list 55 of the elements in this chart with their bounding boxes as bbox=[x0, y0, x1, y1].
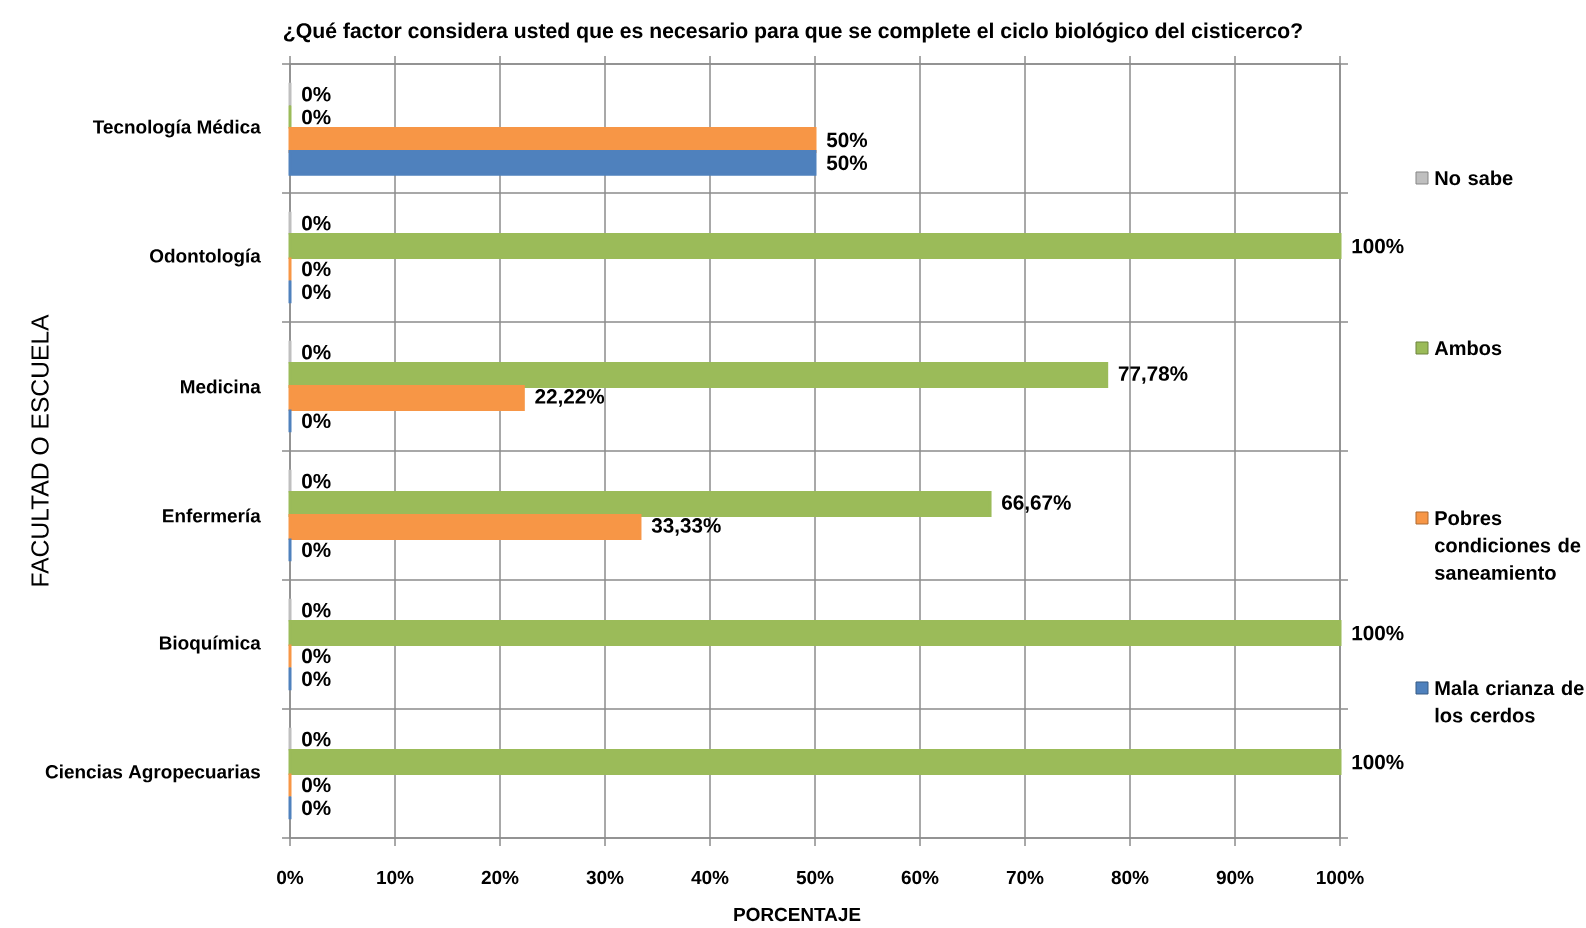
x-tick-label: 10% bbox=[377, 870, 414, 885]
data-label: 0% bbox=[302, 473, 331, 489]
data-label: 0% bbox=[302, 602, 331, 618]
data-label: 100% bbox=[1352, 625, 1404, 641]
y-axis-title: FACULTAD O ESCUELA bbox=[31, 314, 49, 586]
data-label: 0% bbox=[302, 261, 331, 277]
y-tick-label: Tecnología Médica bbox=[92, 119, 261, 138]
bar bbox=[288, 233, 1342, 259]
data-label: 0% bbox=[302, 215, 331, 231]
data-label: 100% bbox=[1352, 238, 1404, 254]
data-label: 22,22% bbox=[535, 389, 605, 407]
y-tick-label: Bioquímica bbox=[159, 635, 261, 654]
data-label: 0% bbox=[302, 109, 331, 125]
data-label: 0% bbox=[302, 344, 331, 360]
x-tick-label: 30% bbox=[586, 870, 624, 885]
data-label: 50% bbox=[826, 155, 868, 171]
chart-title: ¿Qué factor considera usted que es necesario para que se complete el ciclo biológico del cisticerco? bbox=[283, 22, 1302, 43]
x-axis-title: PORCENTAJE bbox=[734, 907, 861, 922]
data-label: 100% bbox=[1352, 754, 1404, 770]
x-tick-label: 70% bbox=[1006, 870, 1044, 885]
y-tick-label: Odontología bbox=[150, 248, 261, 267]
y-tick-label: Enfermería bbox=[163, 508, 261, 523]
data-label: 0% bbox=[302, 671, 331, 687]
data-label: 33,33% bbox=[651, 518, 721, 536]
data-label: 0% bbox=[302, 800, 331, 816]
legend-label: Mala crianza de los cerdos bbox=[1435, 680, 1584, 723]
bar bbox=[288, 749, 1342, 775]
bar bbox=[288, 513, 642, 540]
legend-label: Pobres condiciones de saneamiento bbox=[1434, 510, 1581, 580]
x-tick-label: 20% bbox=[481, 870, 519, 885]
data-label: 0% bbox=[302, 413, 331, 429]
data-label: 66,67% bbox=[1002, 495, 1071, 513]
x-tick-label: 40% bbox=[691, 870, 729, 885]
y-tick-label: Ciencias Agropecuarias bbox=[45, 764, 260, 783]
data-label: 0% bbox=[302, 542, 331, 558]
legend-label: Ambos bbox=[1434, 340, 1502, 356]
x-tick-label: 90% bbox=[1216, 870, 1254, 885]
data-label: 0% bbox=[302, 731, 331, 747]
bar bbox=[288, 384, 525, 411]
x-tick-label: 100% bbox=[1316, 870, 1364, 885]
data-label: 77,78% bbox=[1118, 366, 1188, 384]
bar bbox=[288, 491, 992, 517]
bar bbox=[288, 362, 1109, 388]
data-label: 0% bbox=[302, 648, 331, 664]
data-label: 0% bbox=[302, 284, 331, 300]
data-label: 50% bbox=[826, 132, 868, 148]
x-tick-label: 80% bbox=[1111, 870, 1149, 885]
x-tick-label: 50% bbox=[796, 870, 834, 885]
x-tick-label: 0% bbox=[277, 870, 304, 885]
data-label: 0% bbox=[302, 86, 331, 102]
data-label: 0% bbox=[302, 777, 331, 793]
y-tick-label: Medicina bbox=[181, 379, 261, 394]
x-tick-label: 60% bbox=[901, 870, 939, 885]
bar bbox=[288, 620, 1342, 646]
legend-label: No sabe bbox=[1435, 170, 1513, 186]
